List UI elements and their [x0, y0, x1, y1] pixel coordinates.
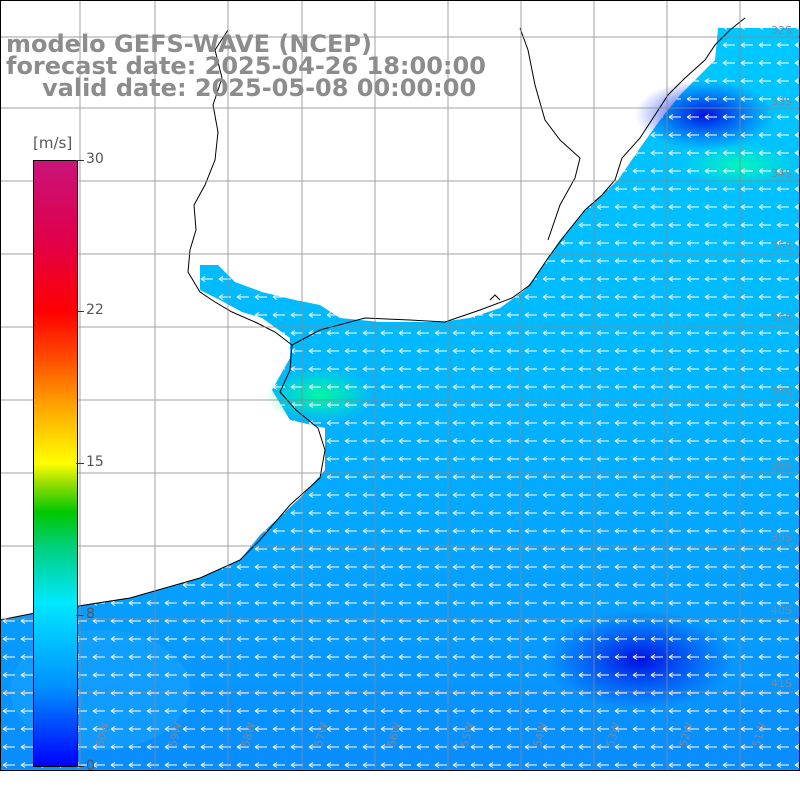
title-model: modelo GEFS-WAVE (NCEP)	[6, 30, 372, 58]
lat-label: 35S	[771, 240, 792, 253]
title-forecast-date: forecast date: 2025-04-26 18:00:00	[6, 52, 486, 80]
lat-label: 32S	[771, 24, 792, 37]
title-valid-date: valid date: 2025-05-08 00:00:00	[42, 74, 477, 102]
lat-label: 37S	[771, 386, 792, 399]
colorbar-unit: [m/s]	[33, 134, 73, 152]
colorbar-tick-22: 22	[86, 302, 104, 318]
colorbar-tick-30: 30	[86, 151, 104, 167]
lat-label: 40S	[771, 604, 792, 617]
wind-speed-field	[0, 28, 800, 770]
lat-label: 33S	[771, 95, 792, 108]
lat-label: 38S	[771, 459, 792, 472]
colorbar-tick-0: 0	[86, 758, 95, 774]
lat-label: 39S	[771, 531, 792, 544]
lat-label: 41S	[771, 677, 792, 690]
colorbar-tick-15: 15	[86, 454, 104, 470]
lat-label: 36S	[771, 312, 792, 325]
colorbar-tick-8: 8	[86, 606, 95, 622]
colorbar	[33, 160, 78, 767]
lat-lon-grid	[0, 0, 800, 771]
lat-label: 34S	[771, 167, 792, 180]
